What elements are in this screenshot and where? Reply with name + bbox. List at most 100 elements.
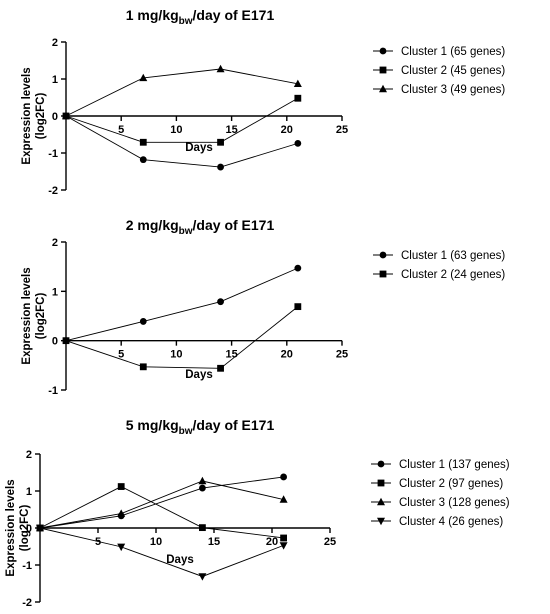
data-point	[199, 524, 206, 532]
data-point	[294, 303, 302, 311]
series-line	[39, 486, 284, 539]
x-tick-label: 15	[208, 536, 220, 548]
data-point	[293, 79, 302, 88]
data-point	[294, 264, 302, 272]
y-tick-label: -1	[22, 560, 32, 572]
series-line	[39, 476, 284, 529]
data-point	[216, 64, 225, 73]
legend-item: Cluster 1 (65 genes)	[373, 46, 505, 58]
legend: Cluster 1 (63 genes) Cluster 2 (24 genes)	[373, 250, 505, 281]
legend-marker	[379, 47, 387, 55]
legend-label: Cluster 1 (65 genes)	[401, 46, 505, 58]
legend-item: Cluster 1 (63 genes)	[373, 250, 505, 262]
legend-label: Cluster 3 (128 genes)	[399, 497, 510, 509]
chart-title: 5 mg/kgbw/day of E171	[126, 417, 275, 437]
data-point	[280, 473, 287, 481]
data-point	[139, 73, 148, 82]
data-point	[280, 534, 287, 542]
legend-label: Cluster 2 (97 genes)	[399, 478, 503, 490]
legend-label: Cluster 2 (24 genes)	[401, 269, 505, 281]
data-point	[139, 318, 147, 325]
x-tick-label: 10	[170, 349, 182, 361]
series-line	[39, 480, 284, 529]
y-tick-label: 0	[26, 523, 32, 535]
data-point	[279, 542, 288, 550]
x-tick-label: 25	[324, 536, 336, 548]
y-tick-label: 0	[52, 336, 58, 348]
y-tick-label: 2	[52, 37, 58, 49]
series-line	[65, 306, 299, 369]
legend-label: Cluster 4 (26 genes)	[399, 516, 503, 528]
series-line	[65, 68, 298, 117]
series-4	[36, 524, 288, 581]
legend-label: Cluster 2 (45 genes)	[401, 65, 505, 77]
series-line	[65, 115, 298, 168]
data-point	[139, 138, 147, 146]
y-tick-label: -1	[48, 385, 58, 397]
x-tick-label: 15	[225, 349, 237, 361]
data-point	[62, 111, 70, 120]
data-point	[294, 94, 302, 102]
series-3	[62, 64, 302, 120]
y-tick-label: 1	[52, 286, 58, 298]
legend-item: Cluster 3 (49 genes)	[373, 84, 505, 96]
x-tick-label: 5	[95, 536, 101, 548]
legend: Cluster 1 (137 genes) Cluster 2 (97 genes…	[371, 459, 510, 528]
x-tick-label: 25	[336, 124, 348, 136]
series-line	[65, 97, 299, 143]
legend-marker	[379, 66, 387, 74]
y-tick-label: 1	[52, 74, 58, 86]
y-axis-label: Expression levels (log2FC)	[21, 267, 47, 364]
x-axis-label: Days	[185, 369, 213, 381]
legend-item: Cluster 1 (137 genes)	[371, 459, 510, 471]
legend-item: Cluster 3 (128 genes)	[371, 497, 510, 509]
legend-marker	[377, 479, 385, 487]
legend-marker	[377, 460, 385, 468]
x-tick-label: 20	[281, 124, 293, 136]
data-point	[62, 337, 70, 345]
data-point	[117, 509, 126, 517]
series-line	[39, 527, 284, 577]
legend: Cluster 1 (65 genes) Cluster 2 (45 genes)…	[373, 46, 505, 96]
x-axis-label: Days	[166, 554, 194, 566]
legend-item: Cluster 2 (97 genes)	[371, 478, 503, 490]
legend-label: Cluster 1 (137 genes)	[399, 459, 510, 471]
y-tick-label: -2	[22, 597, 32, 609]
data-point	[198, 573, 207, 581]
data-point	[217, 298, 224, 306]
legend-marker	[377, 517, 385, 526]
data-point	[139, 363, 147, 371]
series-1	[62, 112, 302, 171]
legend-marker	[377, 497, 385, 506]
data-point	[139, 156, 147, 164]
y-tick-label: 1	[26, 486, 32, 498]
series-1	[36, 473, 287, 532]
y-tick-label: 2	[26, 449, 32, 461]
x-tick-label: 10	[170, 124, 182, 136]
data-point	[117, 483, 125, 490]
x-axis-label: Days	[185, 142, 213, 154]
legend-item: Cluster 4 (26 genes)	[371, 516, 503, 528]
x-tick-label: 5	[118, 349, 124, 361]
legend-label: Cluster 1 (63 genes)	[401, 250, 505, 262]
chart-title: 1 mg/kgbw/day of E171	[126, 7, 275, 27]
data-point	[279, 495, 288, 503]
legend-item: Cluster 2 (45 genes)	[373, 65, 505, 77]
data-point	[294, 139, 302, 147]
data-point	[217, 163, 224, 171]
legend-marker	[379, 84, 387, 93]
series-2	[62, 303, 302, 372]
data-point	[217, 364, 224, 372]
x-tick-label: 20	[281, 349, 293, 361]
x-tick-label: 15	[225, 124, 237, 136]
x-tick-label: 5	[118, 124, 124, 136]
y-tick-label: 0	[52, 111, 58, 123]
chart-title: 2 mg/kgbw/day of E171	[126, 217, 275, 237]
legend-item: Cluster 2 (24 genes)	[373, 269, 505, 281]
y-tick-label: 2	[52, 237, 58, 249]
data-point	[198, 476, 207, 485]
